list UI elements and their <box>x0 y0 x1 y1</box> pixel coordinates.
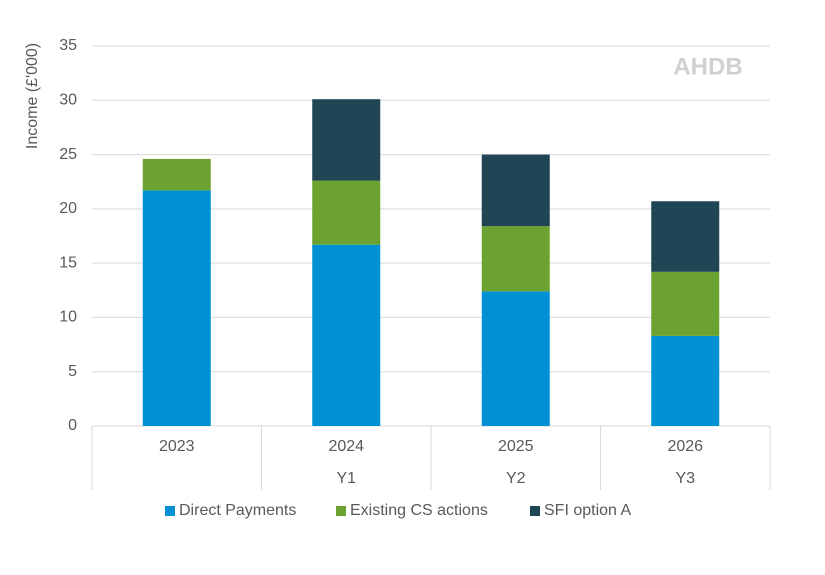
y-tick-label: 20 <box>59 200 77 217</box>
bar-segment <box>312 180 381 245</box>
y-tick-label: 35 <box>59 37 77 54</box>
legend-swatch <box>530 506 540 516</box>
legend-label: SFI option A <box>544 502 631 519</box>
bar-segment <box>142 190 211 426</box>
y-tick-label: 25 <box>59 146 77 163</box>
bar-segment <box>481 291 550 426</box>
bar-segment <box>312 99 381 181</box>
x-tick-label: 2025 <box>498 438 534 455</box>
y-tick-label: 10 <box>59 309 77 326</box>
y-tick-label: 0 <box>68 417 77 434</box>
legend-label: Existing CS actions <box>350 502 488 519</box>
y-tick-label: 15 <box>59 254 77 271</box>
x-sub-label: Y1 <box>336 470 356 487</box>
bar-segment <box>142 158 211 191</box>
legend-swatch <box>165 506 175 516</box>
y-tick-label: 5 <box>68 363 77 380</box>
y-tick-label: 30 <box>59 92 77 109</box>
watermark: AHDB <box>673 53 742 80</box>
bar-segment <box>312 244 381 426</box>
x-tick-label: 2026 <box>667 438 703 455</box>
bar-segment <box>651 271 720 336</box>
bar-segment <box>481 226 550 292</box>
x-tick-label: 2023 <box>159 438 195 455</box>
bar-segment <box>651 335 720 426</box>
bar-segment <box>481 154 550 227</box>
bar-segment <box>651 201 720 272</box>
x-tick-label: 2024 <box>328 438 364 455</box>
legend-swatch <box>336 506 346 516</box>
x-sub-label: Y2 <box>506 470 526 487</box>
y-axis-label: Income (£'000) <box>24 43 41 149</box>
legend-label: Direct Payments <box>179 502 296 519</box>
x-sub-label: Y3 <box>675 470 695 487</box>
